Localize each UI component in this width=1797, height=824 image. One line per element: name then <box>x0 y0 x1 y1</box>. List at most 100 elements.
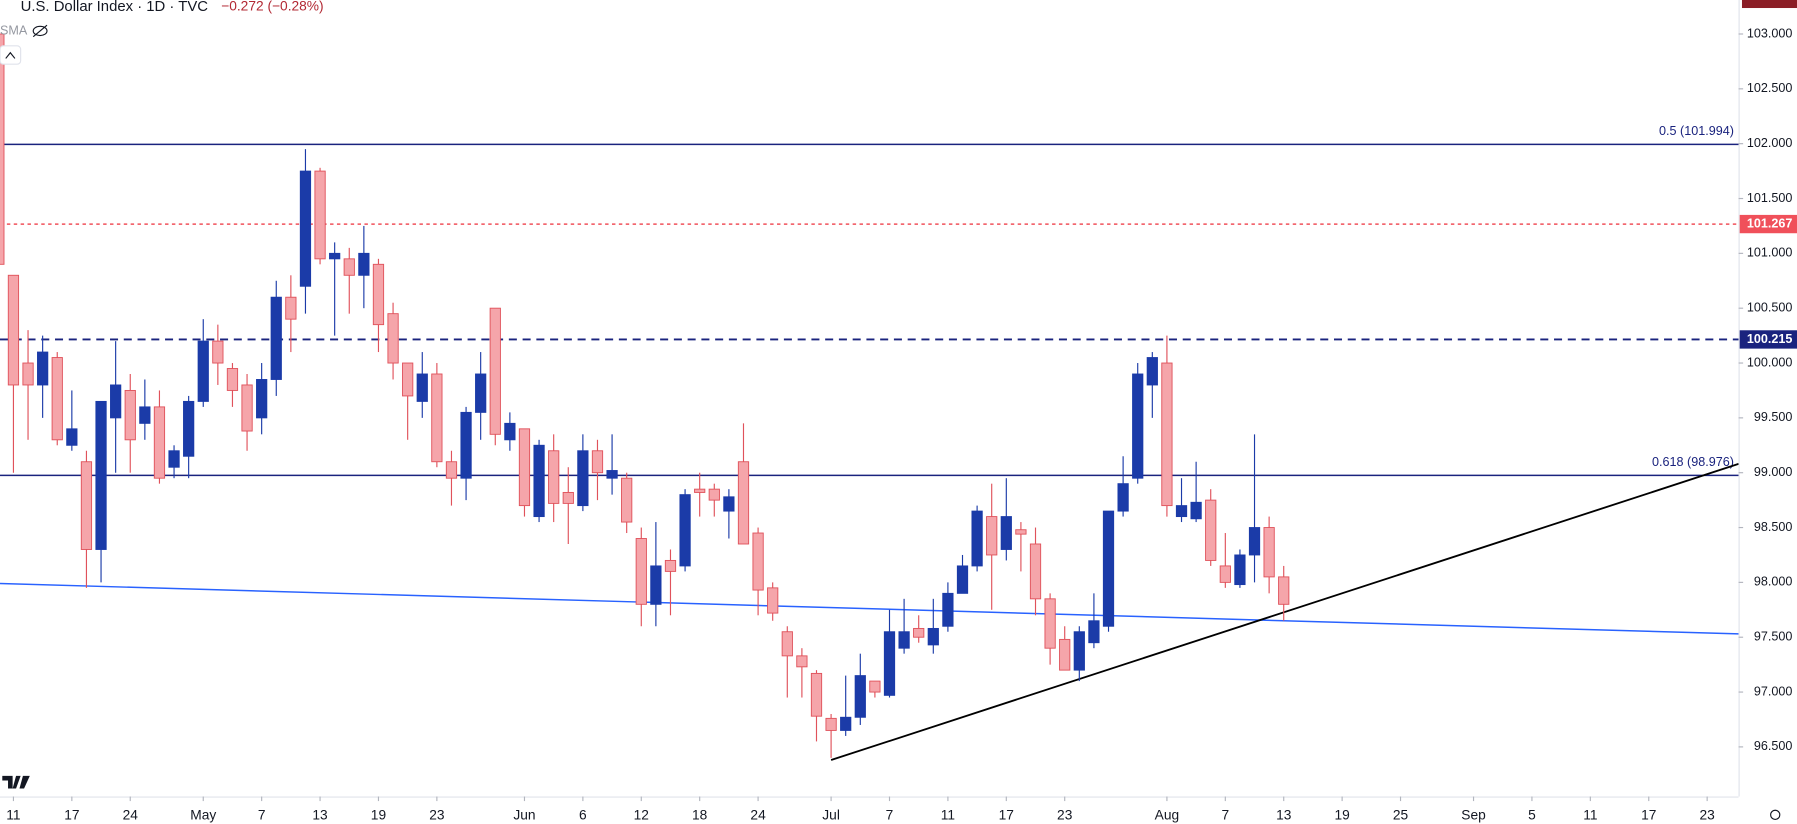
symbol-title: U.S. Dollar Index · 1D · TVC <box>21 0 209 15</box>
x-tick-label: 19 <box>371 808 386 823</box>
price-change: −0.272 (−0.28%) <box>221 0 323 14</box>
x-tick-label: 19 <box>1334 808 1349 823</box>
trendline <box>830 463 1739 761</box>
candle-body <box>971 510 983 567</box>
x-tick-label: Jul <box>822 808 840 823</box>
candle-body <box>591 450 604 474</box>
candle-body <box>7 274 20 386</box>
x-tick-label: Aug <box>1155 808 1179 823</box>
last-price-badge <box>1741 0 1797 9</box>
y-tick-label: 103.000 <box>1747 26 1793 40</box>
candle-body <box>679 494 691 567</box>
candle-body <box>1161 362 1173 507</box>
candle-body <box>562 491 574 504</box>
candle-body <box>1234 554 1246 586</box>
candle-body <box>153 406 166 479</box>
x-tick-label: 6 <box>579 808 587 823</box>
candle-body <box>168 450 180 468</box>
candle-body <box>314 170 326 260</box>
x-tick-label: 12 <box>634 808 649 823</box>
candle-body <box>606 470 618 479</box>
x-tick-label: 17 <box>999 808 1014 823</box>
candle-body <box>869 680 881 693</box>
candle-body <box>781 631 793 657</box>
level-badge <box>1739 214 1797 234</box>
x-tick-label: Jun <box>513 808 535 823</box>
candle-body <box>518 428 531 507</box>
settings-icon[interactable] <box>1770 809 1781 820</box>
y-tick-label: 98.500 <box>1754 520 1793 534</box>
candle-body <box>752 532 764 591</box>
y-tick-label: 102.000 <box>1747 136 1793 150</box>
trendline <box>0 582 1739 635</box>
candle-body <box>1146 357 1158 386</box>
candle-body <box>343 258 355 276</box>
x-tick-label: 13 <box>312 808 328 823</box>
y-tick-label: 102.500 <box>1747 81 1793 95</box>
collapse-button[interactable] <box>0 45 22 65</box>
candle-body <box>1117 483 1129 512</box>
candle-body <box>445 461 458 479</box>
candle-body <box>664 559 677 572</box>
x-tick-label: 23 <box>1700 808 1716 823</box>
visibility-icon[interactable] <box>32 24 48 38</box>
candle-body <box>767 587 779 614</box>
candle-body <box>635 538 647 605</box>
candle-body <box>956 565 969 594</box>
candle-body <box>329 252 341 260</box>
plot-area: 0.5 (101.994) 0.618 (98.976) <box>0 33 1739 761</box>
x-tick-label: 11 <box>941 808 955 823</box>
candle-body <box>124 389 136 441</box>
candle-body <box>1248 527 1261 556</box>
candle-body <box>416 373 428 402</box>
candle-body <box>1059 638 1071 671</box>
x-tick-label: 11 <box>6 808 20 823</box>
candle-body <box>1278 576 1290 605</box>
candle-body <box>1175 505 1188 518</box>
axes: 96.500 97.000 97.500 98.000 98.500 99.000 99.5… <box>6 26 1797 823</box>
y-tick-label: 96.500 <box>1754 739 1793 753</box>
x-tick-label: 17 <box>64 808 79 823</box>
y-tick-label: 99.000 <box>1754 465 1793 479</box>
candle-body <box>548 450 560 504</box>
candle-body <box>402 362 414 397</box>
candle-body <box>694 488 706 493</box>
candle-body <box>110 384 122 419</box>
x-tick-label: 23 <box>1057 808 1073 823</box>
x-tick-label: 24 <box>750 808 766 823</box>
candle-body <box>1263 527 1275 578</box>
candle-body <box>37 351 49 386</box>
x-tick-label: 17 <box>1641 808 1656 823</box>
candle-body <box>913 627 925 638</box>
candle-body <box>708 488 720 501</box>
x-tick-label: 7 <box>258 808 266 823</box>
level-label: 0.618 (98.976) <box>1652 455 1734 469</box>
candle-body <box>621 477 633 523</box>
level-badge-label: 101.267 <box>1747 216 1793 230</box>
candle-body <box>796 655 808 668</box>
candle-body <box>1205 499 1217 561</box>
candle-body <box>460 411 472 479</box>
candle-body <box>372 263 385 326</box>
y-tick-label: 97.500 <box>1754 630 1793 644</box>
x-tick-label: 25 <box>1393 808 1409 823</box>
candle-body <box>840 716 852 731</box>
candle-body <box>1132 373 1144 479</box>
candle-body <box>22 362 34 386</box>
candle-body <box>139 406 151 424</box>
candle-body <box>825 717 837 731</box>
candle-body <box>51 357 63 441</box>
x-tick-label: 11 <box>1583 808 1597 823</box>
candle-body <box>577 450 589 507</box>
candle-body <box>927 627 939 646</box>
candle-body <box>942 592 954 627</box>
y-tick-label: 97.000 <box>1754 684 1793 698</box>
x-tick-label: 24 <box>123 808 139 823</box>
x-tick-label: May <box>190 808 216 823</box>
y-tick-label: 101.000 <box>1747 246 1793 260</box>
candle-body <box>431 373 443 463</box>
candle-body <box>270 296 282 380</box>
candle-body <box>475 373 487 413</box>
